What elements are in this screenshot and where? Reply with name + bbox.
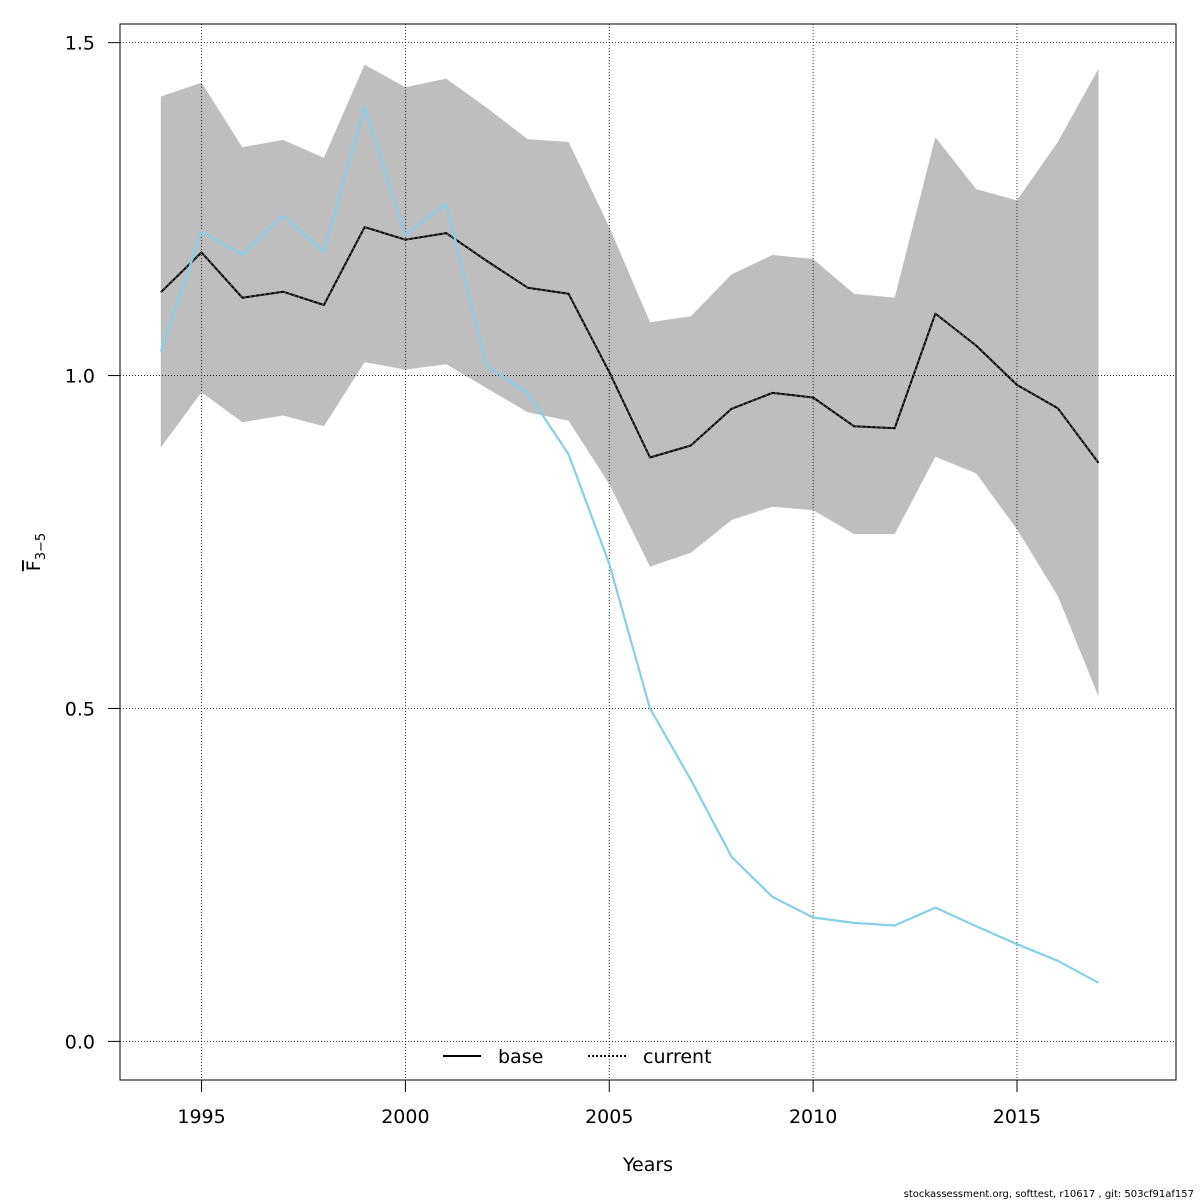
- x-tick-label: 2000: [381, 1106, 429, 1128]
- series-layer: [159, 106, 1100, 984]
- y-axis: 0.0 0.5 1.0 1.5: [65, 33, 121, 1053]
- grid-layer: [120, 24, 1176, 1080]
- legend-label-current: current: [643, 1046, 712, 1068]
- y-axis-label-main: F: [23, 560, 45, 571]
- x-tick-label: 2010: [789, 1106, 837, 1128]
- confidence-band: [160, 64, 1099, 697]
- series-line-current: [159, 106, 1100, 984]
- x-axis-label: Years: [622, 1154, 673, 1176]
- x-axis: 1995 2000 2005 2010 2015: [177, 1079, 1041, 1128]
- footer-credit: stockassessment.org, softtest, r10617 , …: [904, 1189, 1194, 1200]
- y-tick-label: 0.5: [65, 698, 95, 720]
- y-axis-label-text: F3−5: [23, 533, 49, 571]
- legend: base current: [443, 1046, 712, 1068]
- y-tick-label: 0.0: [65, 1031, 95, 1053]
- y-tick-label: 1.0: [65, 366, 95, 388]
- series-line-base: [160, 226, 1100, 464]
- y-axis-label: F3−5: [23, 533, 49, 571]
- y-tick-label: 1.5: [65, 33, 95, 55]
- x-tick-label: 2005: [585, 1106, 633, 1128]
- x-tick-label: 2015: [993, 1106, 1041, 1128]
- confidence-band-layer: [160, 64, 1099, 697]
- x-tick-label: 1995: [177, 1106, 225, 1128]
- y-axis-label-subscript: 3−5: [34, 533, 49, 560]
- legend-label-base: base: [498, 1046, 543, 1068]
